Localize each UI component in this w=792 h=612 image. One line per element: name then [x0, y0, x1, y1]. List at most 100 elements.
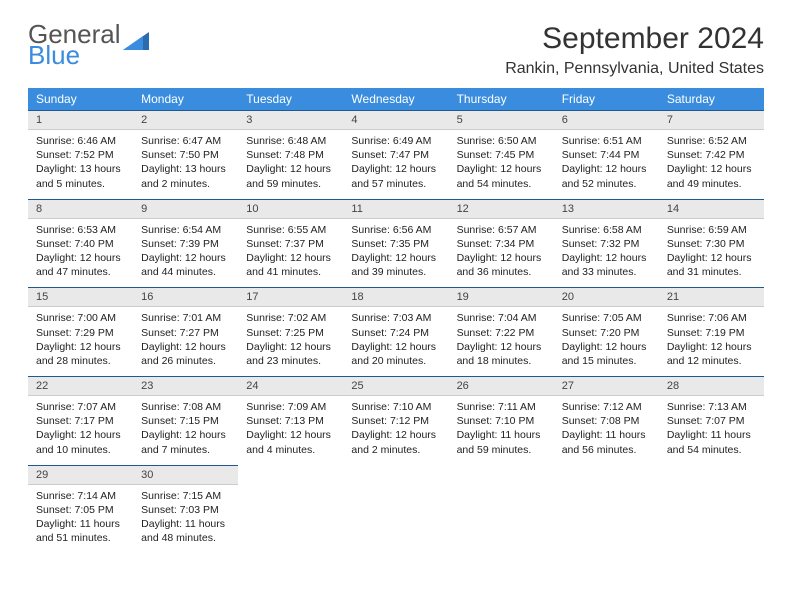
- sunset-text: Sunset: 7:30 PM: [667, 237, 756, 251]
- daylight-text: Daylight: 12 hours and 31 minutes.: [667, 251, 756, 279]
- calendar-cell: 1Sunrise: 6:46 AMSunset: 7:52 PMDaylight…: [28, 110, 133, 199]
- day-number: 13: [554, 199, 659, 219]
- sunrise-text: Sunrise: 7:08 AM: [141, 400, 230, 414]
- day-body: Sunrise: 7:11 AMSunset: 7:10 PMDaylight:…: [449, 396, 554, 465]
- sunset-text: Sunset: 7:45 PM: [457, 148, 546, 162]
- calendar-cell: 25Sunrise: 7:10 AMSunset: 7:12 PMDayligh…: [343, 376, 448, 465]
- day-number: 6: [554, 110, 659, 130]
- calendar-cell: 30Sunrise: 7:15 AMSunset: 7:03 PMDayligh…: [133, 465, 238, 554]
- day-number: 15: [28, 287, 133, 307]
- calendar-cell: 23Sunrise: 7:08 AMSunset: 7:15 PMDayligh…: [133, 376, 238, 465]
- day-body: Sunrise: 6:47 AMSunset: 7:50 PMDaylight:…: [133, 130, 238, 199]
- sunset-text: Sunset: 7:44 PM: [562, 148, 651, 162]
- daylight-text: Daylight: 12 hours and 2 minutes.: [351, 428, 440, 456]
- day-body: Sunrise: 6:55 AMSunset: 7:37 PMDaylight:…: [238, 219, 343, 288]
- day-number: 9: [133, 199, 238, 219]
- day-number: 4: [343, 110, 448, 130]
- day-number: 21: [659, 287, 764, 307]
- daylight-text: Daylight: 12 hours and 12 minutes.: [667, 340, 756, 368]
- sunset-text: Sunset: 7:42 PM: [667, 148, 756, 162]
- calendar-cell: 7Sunrise: 6:52 AMSunset: 7:42 PMDaylight…: [659, 110, 764, 199]
- day-body: Sunrise: 7:06 AMSunset: 7:19 PMDaylight:…: [659, 307, 764, 376]
- calendar-row: 29Sunrise: 7:14 AMSunset: 7:05 PMDayligh…: [28, 465, 764, 554]
- day-body: Sunrise: 7:08 AMSunset: 7:15 PMDaylight:…: [133, 396, 238, 465]
- day-body: Sunrise: 6:49 AMSunset: 7:47 PMDaylight:…: [343, 130, 448, 199]
- calendar-cell: 21Sunrise: 7:06 AMSunset: 7:19 PMDayligh…: [659, 287, 764, 376]
- day-body: Sunrise: 6:46 AMSunset: 7:52 PMDaylight:…: [28, 130, 133, 199]
- weekday-header: Saturday: [659, 88, 764, 110]
- day-body: Sunrise: 6:56 AMSunset: 7:35 PMDaylight:…: [343, 219, 448, 288]
- sunset-text: Sunset: 7:24 PM: [351, 326, 440, 340]
- day-body: Sunrise: 7:09 AMSunset: 7:13 PMDaylight:…: [238, 396, 343, 465]
- daylight-text: Daylight: 12 hours and 33 minutes.: [562, 251, 651, 279]
- calendar-cell: 24Sunrise: 7:09 AMSunset: 7:13 PMDayligh…: [238, 376, 343, 465]
- daylight-text: Daylight: 12 hours and 39 minutes.: [351, 251, 440, 279]
- day-number: 19: [449, 287, 554, 307]
- daylight-text: Daylight: 12 hours and 28 minutes.: [36, 340, 125, 368]
- daylight-text: Daylight: 12 hours and 52 minutes.: [562, 162, 651, 190]
- day-body: Sunrise: 6:59 AMSunset: 7:30 PMDaylight:…: [659, 219, 764, 288]
- sunset-text: Sunset: 7:13 PM: [246, 414, 335, 428]
- sunrise-text: Sunrise: 6:54 AM: [141, 223, 230, 237]
- day-body: Sunrise: 7:10 AMSunset: 7:12 PMDaylight:…: [343, 396, 448, 465]
- sunrise-text: Sunrise: 7:02 AM: [246, 311, 335, 325]
- sunset-text: Sunset: 7:10 PM: [457, 414, 546, 428]
- daylight-text: Daylight: 12 hours and 4 minutes.: [246, 428, 335, 456]
- calendar-cell: 20Sunrise: 7:05 AMSunset: 7:20 PMDayligh…: [554, 287, 659, 376]
- sunrise-text: Sunrise: 7:06 AM: [667, 311, 756, 325]
- sunrise-text: Sunrise: 6:53 AM: [36, 223, 125, 237]
- header: General Blue September 2024 Rankin, Penn…: [28, 22, 764, 78]
- day-body: Sunrise: 6:51 AMSunset: 7:44 PMDaylight:…: [554, 130, 659, 199]
- weekday-header: Thursday: [449, 88, 554, 110]
- day-body: Sunrise: 7:02 AMSunset: 7:25 PMDaylight:…: [238, 307, 343, 376]
- daylight-text: Daylight: 12 hours and 36 minutes.: [457, 251, 546, 279]
- sunset-text: Sunset: 7:20 PM: [562, 326, 651, 340]
- calendar-cell: 13Sunrise: 6:58 AMSunset: 7:32 PMDayligh…: [554, 199, 659, 288]
- location: Rankin, Pennsylvania, United States: [505, 60, 764, 78]
- sunset-text: Sunset: 7:15 PM: [141, 414, 230, 428]
- calendar-cell: 15Sunrise: 7:00 AMSunset: 7:29 PMDayligh…: [28, 287, 133, 376]
- calendar-cell: 5Sunrise: 6:50 AMSunset: 7:45 PMDaylight…: [449, 110, 554, 199]
- day-number: 17: [238, 287, 343, 307]
- sunrise-text: Sunrise: 6:51 AM: [562, 134, 651, 148]
- day-body: Sunrise: 6:50 AMSunset: 7:45 PMDaylight:…: [449, 130, 554, 199]
- logo: General Blue: [28, 22, 149, 67]
- sunrise-text: Sunrise: 6:49 AM: [351, 134, 440, 148]
- day-body: Sunrise: 7:00 AMSunset: 7:29 PMDaylight:…: [28, 307, 133, 376]
- sunset-text: Sunset: 7:52 PM: [36, 148, 125, 162]
- day-number: 16: [133, 287, 238, 307]
- weekday-header: Wednesday: [343, 88, 448, 110]
- sunrise-text: Sunrise: 7:04 AM: [457, 311, 546, 325]
- title-block: September 2024 Rankin, Pennsylvania, Uni…: [505, 22, 764, 78]
- calendar-cell: .: [659, 465, 764, 554]
- sunrise-text: Sunrise: 6:52 AM: [667, 134, 756, 148]
- calendar-row: 22Sunrise: 7:07 AMSunset: 7:17 PMDayligh…: [28, 376, 764, 465]
- calendar-cell: 3Sunrise: 6:48 AMSunset: 7:48 PMDaylight…: [238, 110, 343, 199]
- day-number: 1: [28, 110, 133, 130]
- daylight-text: Daylight: 11 hours and 59 minutes.: [457, 428, 546, 456]
- calendar-cell: 17Sunrise: 7:02 AMSunset: 7:25 PMDayligh…: [238, 287, 343, 376]
- daylight-text: Daylight: 12 hours and 15 minutes.: [562, 340, 651, 368]
- sunset-text: Sunset: 7:34 PM: [457, 237, 546, 251]
- calendar-table: SundayMondayTuesdayWednesdayThursdayFrid…: [28, 88, 764, 553]
- logo-triangle-icon: [123, 28, 149, 50]
- sunset-text: Sunset: 7:32 PM: [562, 237, 651, 251]
- day-number: 2: [133, 110, 238, 130]
- sunset-text: Sunset: 7:19 PM: [667, 326, 756, 340]
- daylight-text: Daylight: 12 hours and 20 minutes.: [351, 340, 440, 368]
- day-body: Sunrise: 7:15 AMSunset: 7:03 PMDaylight:…: [133, 485, 238, 554]
- calendar-cell: .: [449, 465, 554, 554]
- sunrise-text: Sunrise: 7:15 AM: [141, 489, 230, 503]
- sunset-text: Sunset: 7:37 PM: [246, 237, 335, 251]
- calendar-cell: 10Sunrise: 6:55 AMSunset: 7:37 PMDayligh…: [238, 199, 343, 288]
- calendar-cell: 22Sunrise: 7:07 AMSunset: 7:17 PMDayligh…: [28, 376, 133, 465]
- calendar-cell: 16Sunrise: 7:01 AMSunset: 7:27 PMDayligh…: [133, 287, 238, 376]
- calendar-cell: 9Sunrise: 6:54 AMSunset: 7:39 PMDaylight…: [133, 199, 238, 288]
- sunset-text: Sunset: 7:35 PM: [351, 237, 440, 251]
- day-number: 24: [238, 376, 343, 396]
- sunrise-text: Sunrise: 7:07 AM: [36, 400, 125, 414]
- day-number: 11: [343, 199, 448, 219]
- weekday-header: Monday: [133, 88, 238, 110]
- calendar-cell: 18Sunrise: 7:03 AMSunset: 7:24 PMDayligh…: [343, 287, 448, 376]
- daylight-text: Daylight: 11 hours and 48 minutes.: [141, 517, 230, 545]
